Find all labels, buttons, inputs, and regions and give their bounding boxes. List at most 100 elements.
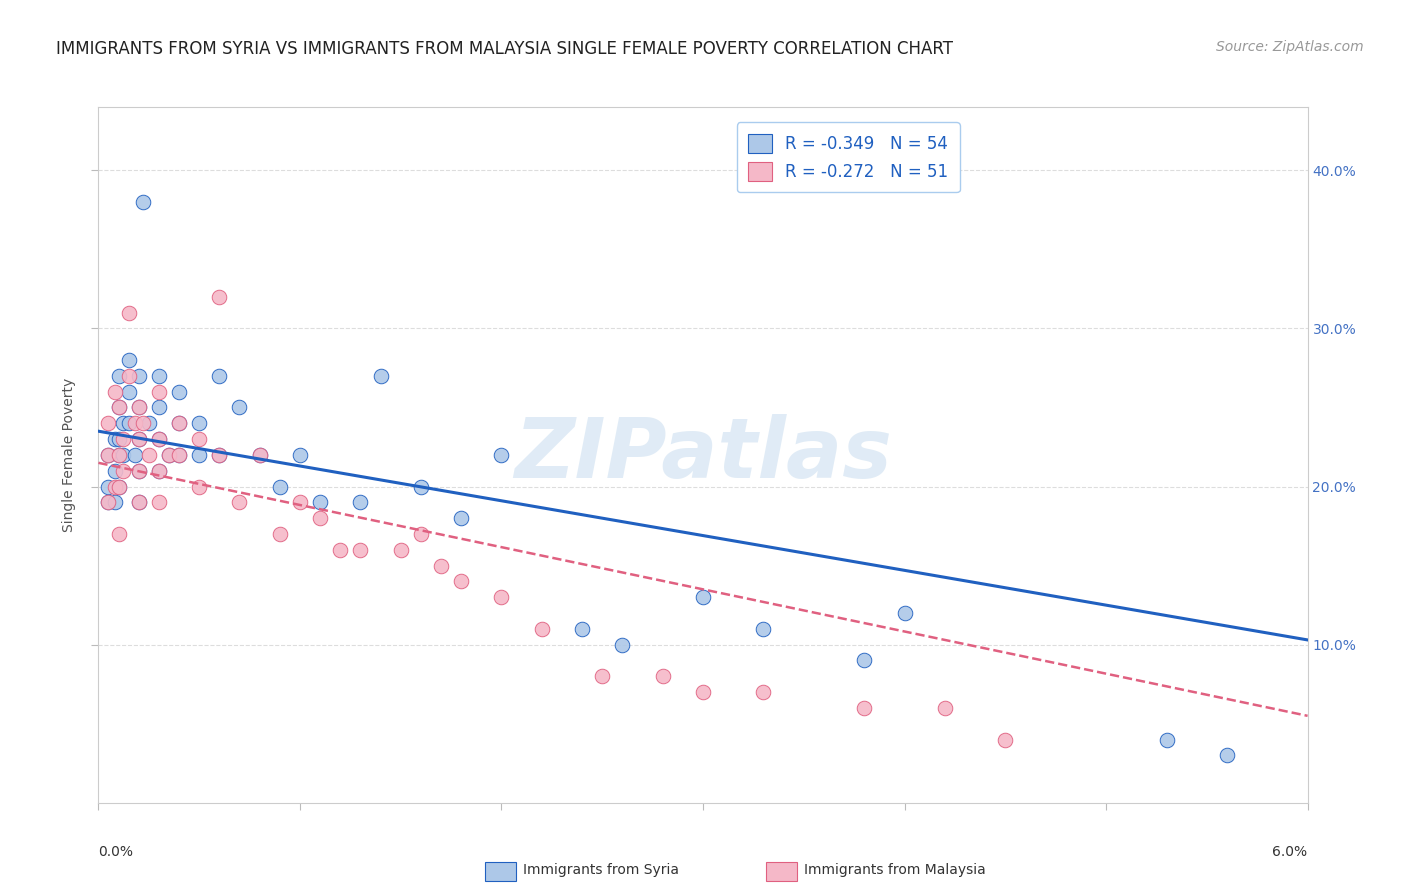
Point xyxy=(97,417,120,431)
Point xyxy=(107,527,129,541)
Point xyxy=(107,432,129,446)
Point xyxy=(148,368,170,383)
Point xyxy=(124,417,146,431)
Point xyxy=(157,448,180,462)
Text: Immigrants from Syria: Immigrants from Syria xyxy=(523,863,679,877)
Point xyxy=(97,448,120,462)
Point xyxy=(148,464,170,478)
Point xyxy=(208,368,231,383)
Point xyxy=(288,495,311,509)
Point xyxy=(124,448,146,462)
Point xyxy=(612,638,634,652)
Point xyxy=(208,290,231,304)
Point xyxy=(1156,732,1178,747)
Point xyxy=(389,542,412,557)
Point xyxy=(188,479,211,493)
Point xyxy=(853,701,876,715)
Point xyxy=(97,495,120,509)
Point xyxy=(97,495,120,509)
Point xyxy=(692,591,714,605)
Point xyxy=(111,432,134,446)
Point xyxy=(1216,748,1239,763)
Point xyxy=(103,479,125,493)
Point xyxy=(450,574,472,589)
Point xyxy=(530,622,553,636)
Point xyxy=(188,417,211,431)
Point xyxy=(349,542,371,557)
Point xyxy=(934,701,956,715)
Point xyxy=(167,384,190,399)
Point xyxy=(370,368,392,383)
Point xyxy=(349,495,371,509)
Point xyxy=(118,417,141,431)
Point xyxy=(107,401,129,415)
Point xyxy=(118,305,141,319)
Text: IMMIGRANTS FROM SYRIA VS IMMIGRANTS FROM MALAYSIA SINGLE FEMALE POVERTY CORRELAT: IMMIGRANTS FROM SYRIA VS IMMIGRANTS FROM… xyxy=(56,40,953,58)
Point xyxy=(107,479,129,493)
Point xyxy=(148,432,170,446)
Point xyxy=(107,401,129,415)
Point xyxy=(491,591,513,605)
Point xyxy=(269,479,291,493)
Point xyxy=(157,448,180,462)
Point xyxy=(409,479,432,493)
Point xyxy=(249,448,271,462)
Point xyxy=(269,527,291,541)
Point xyxy=(97,448,120,462)
Point xyxy=(591,669,613,683)
Point xyxy=(752,622,775,636)
Point xyxy=(118,384,141,399)
Point xyxy=(128,401,150,415)
Point xyxy=(138,448,160,462)
Point xyxy=(188,432,211,446)
Point xyxy=(148,495,170,509)
Text: 6.0%: 6.0% xyxy=(1272,845,1308,858)
Point xyxy=(450,511,472,525)
Point xyxy=(103,384,125,399)
Point xyxy=(893,606,915,620)
Point xyxy=(208,448,231,462)
Point xyxy=(128,464,150,478)
Point xyxy=(103,495,125,509)
Point xyxy=(288,448,311,462)
Point xyxy=(111,417,134,431)
Y-axis label: Single Female Poverty: Single Female Poverty xyxy=(62,378,76,532)
Point xyxy=(309,495,332,509)
Point xyxy=(571,622,593,636)
Point xyxy=(692,685,714,699)
Point xyxy=(409,527,432,541)
Point xyxy=(430,558,453,573)
Legend: R = -0.349   N = 54, R = -0.272   N = 51: R = -0.349 N = 54, R = -0.272 N = 51 xyxy=(737,122,960,193)
Point xyxy=(309,511,332,525)
Point xyxy=(228,401,250,415)
Point xyxy=(167,417,190,431)
Text: ZIPatlas: ZIPatlas xyxy=(515,415,891,495)
Point xyxy=(329,542,352,557)
Point xyxy=(208,448,231,462)
Point xyxy=(752,685,775,699)
Point xyxy=(128,495,150,509)
Point xyxy=(103,464,125,478)
Point xyxy=(107,448,129,462)
Text: Source: ZipAtlas.com: Source: ZipAtlas.com xyxy=(1216,40,1364,54)
Point xyxy=(107,448,129,462)
Point xyxy=(111,464,134,478)
Text: 0.0%: 0.0% xyxy=(98,845,134,858)
Point xyxy=(188,448,211,462)
Point xyxy=(128,401,150,415)
Point xyxy=(132,194,155,209)
Point xyxy=(128,368,150,383)
Point xyxy=(853,653,876,667)
Point xyxy=(128,464,150,478)
Point xyxy=(148,464,170,478)
Point xyxy=(111,448,134,462)
Point xyxy=(148,401,170,415)
Point xyxy=(994,732,1017,747)
Point xyxy=(103,432,125,446)
Point xyxy=(128,495,150,509)
Point xyxy=(138,417,160,431)
Point xyxy=(128,432,150,446)
Point xyxy=(148,384,170,399)
Point xyxy=(228,495,250,509)
Point xyxy=(97,479,120,493)
